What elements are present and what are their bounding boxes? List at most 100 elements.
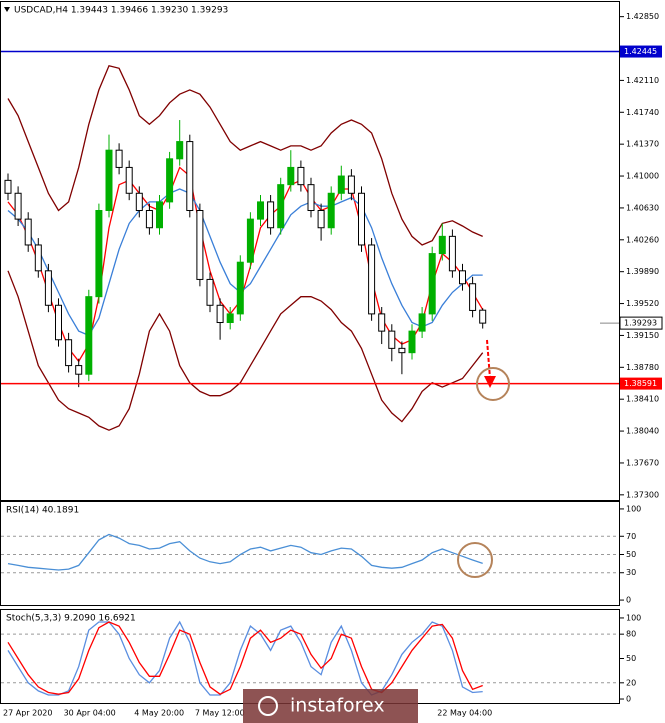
target-circle [476, 367, 510, 401]
indicator-line [7, 533, 483, 571]
candle-body [4, 179, 12, 194]
price-tag-label: 1.42445 [624, 47, 657, 56]
y-tick-label: 20 [626, 678, 636, 687]
candle-body [297, 166, 305, 186]
y-tick-label: 70 [626, 532, 636, 541]
watermark-logo [258, 696, 278, 716]
candle-body [115, 149, 123, 168]
candle-body [145, 210, 153, 229]
y-tick-label: 1.38780 [626, 363, 659, 372]
candle-body [196, 210, 204, 280]
candle-body [105, 149, 113, 212]
price-tag [620, 45, 662, 58]
candle-body [75, 365, 83, 375]
panel-title: RSI(14) 40.1891 [6, 506, 79, 516]
candle-body [368, 244, 376, 315]
y-tick-label: 1.39520 [626, 299, 659, 308]
y-tick-label: 100 [626, 504, 641, 513]
price-tag-label: 1.38591 [624, 379, 657, 388]
candle-body [327, 192, 335, 229]
x-tick-label: 27 Apr 2020 [3, 709, 52, 718]
y-tick-label: 1.42850 [626, 12, 659, 21]
candle-body [398, 347, 406, 354]
y-tick-label: 1.42110 [626, 76, 659, 85]
x-tick-label: 7 May 12:00 [195, 709, 245, 718]
rsi-panel-frame [0, 501, 620, 606]
candle-body [347, 175, 355, 194]
candle-body [65, 339, 73, 367]
y-tick-label: 0 [626, 695, 631, 704]
symbol-icon [4, 7, 10, 12]
candle-body [85, 296, 93, 375]
panel-title: USDCAD,H4 1.39443 1.39466 1.39230 1.3929… [14, 6, 228, 16]
candle-body [408, 330, 416, 354]
y-tick-label: 1.41370 [626, 140, 659, 149]
candle-body [95, 210, 103, 298]
candle-body [448, 235, 456, 272]
candle-body [287, 166, 295, 186]
candle-body [226, 313, 234, 324]
y-tick-label: 1.39890 [626, 267, 659, 276]
candle-body [378, 313, 386, 332]
y-tick-label: 1.38040 [626, 427, 659, 436]
candle-body [135, 192, 143, 212]
candle-body [156, 201, 163, 229]
candle-body [246, 218, 254, 263]
plot-layer: USDCAD,H4 1.39443 1.39466 1.39230 1.3929… [1, 6, 663, 718]
y-tick-label: 1.41000 [626, 172, 659, 181]
price-tag [620, 377, 662, 390]
candle-body [358, 192, 365, 246]
indicator-line [7, 621, 483, 695]
indicator-line [7, 620, 483, 696]
candle-body [277, 184, 285, 229]
candle-body [469, 283, 477, 311]
candle-body [125, 166, 133, 194]
y-tick-label: 0 [626, 596, 631, 605]
current-price-label: 1.39293 [624, 319, 657, 328]
y-tick-label: 1.40260 [626, 235, 659, 244]
y-tick-label: 1.40630 [626, 203, 659, 212]
y-tick-label: 1.39150 [626, 331, 659, 340]
indicator-line [7, 65, 483, 246]
candle-body [34, 244, 42, 272]
y-tick-label: 1.38410 [626, 395, 659, 404]
forecast-arrow [486, 339, 491, 379]
candle-body [438, 235, 446, 255]
watermark-box [243, 689, 418, 723]
y-tick-label: 80 [626, 630, 636, 639]
candle-body [176, 141, 184, 160]
current-price-tag [619, 316, 663, 330]
candle-body [24, 218, 32, 246]
panel-title: Stoch(5,3,3) 9.2090 16.6921 [6, 614, 136, 624]
candle-body [166, 158, 174, 203]
forecast-arrow-head [484, 376, 496, 388]
candle-body [388, 330, 396, 349]
x-tick-label: 4 May 20:00 [134, 709, 184, 718]
candle-body [44, 270, 52, 306]
y-tick-label: 30 [626, 568, 636, 577]
x-tick-label: 30 Apr 04:00 [64, 709, 116, 718]
y-tick-label: 50 [626, 654, 636, 663]
candle-body [206, 278, 214, 306]
y-tick-label: 100 [626, 613, 641, 622]
y-tick-label: 50 [626, 550, 636, 559]
candle-body [216, 304, 224, 324]
rsi-circle [457, 542, 493, 578]
y-tick-label: 1.37670 [626, 458, 659, 467]
main-panel-frame [0, 1, 620, 501]
candle-body [236, 261, 244, 315]
candle-body [428, 253, 436, 315]
candle-body [418, 313, 426, 332]
candle-body [257, 201, 264, 220]
candle-body [479, 309, 487, 324]
y-tick-label: 1.41740 [626, 108, 659, 117]
indicator-line [7, 270, 484, 431]
candle-body [14, 192, 22, 220]
candle-body [337, 175, 345, 194]
candle-body [267, 201, 275, 229]
y-tick-label: 1.37300 [626, 490, 659, 499]
watermark: instaforex [290, 695, 385, 717]
candle-body [317, 210, 325, 229]
